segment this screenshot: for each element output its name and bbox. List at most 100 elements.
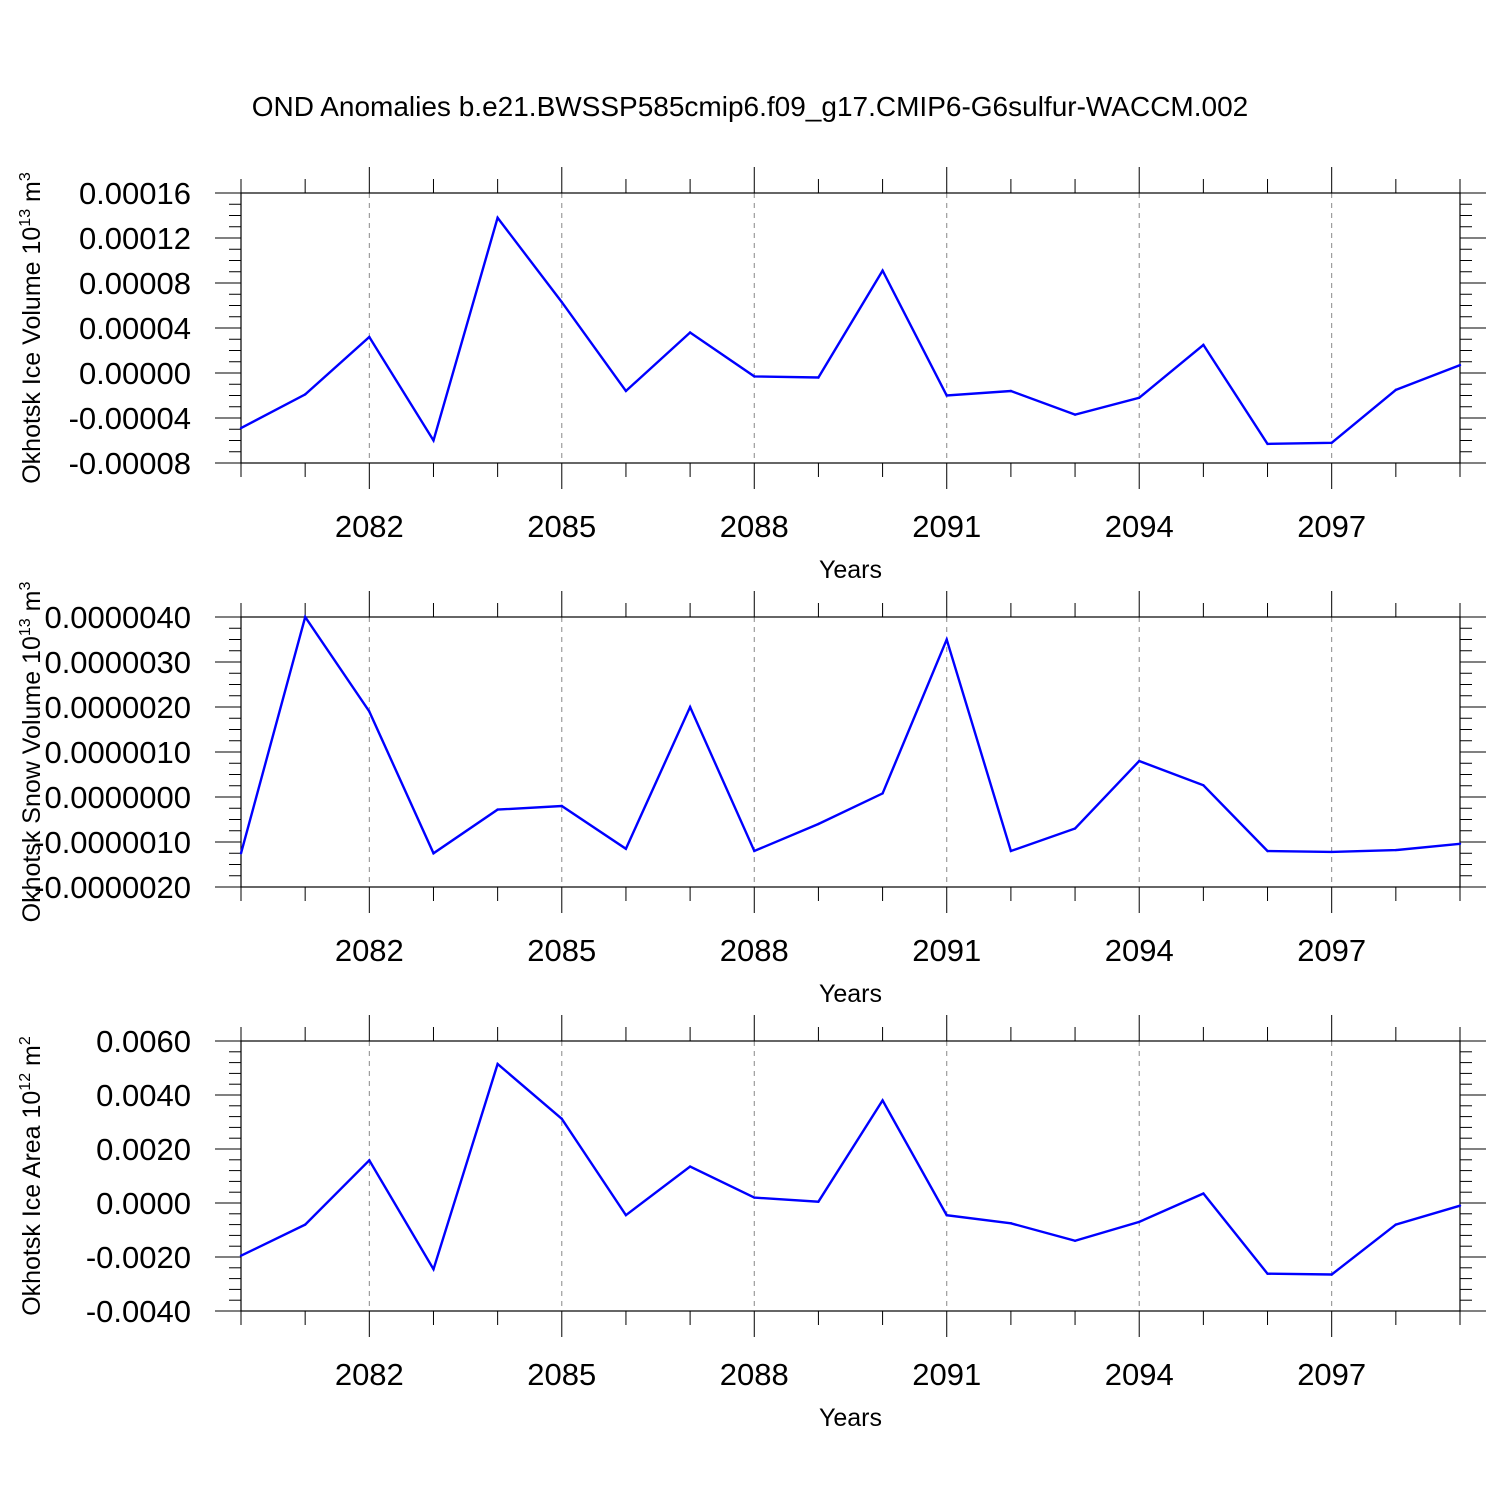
data-point	[1330, 1273, 1333, 1276]
data-point	[753, 849, 756, 853]
data-point	[688, 705, 692, 709]
data-point	[1073, 827, 1077, 830]
panel-1: 0.00016 0.00012 0.00008 0.00004 0.00000 -0.00…	[17, 167, 1486, 584]
y-axis-label: Okhotsk Ice Volume 1013 m3	[17, 172, 46, 484]
data-point	[496, 808, 499, 811]
x-tick-label: 2085	[527, 509, 596, 544]
data-point	[881, 1099, 884, 1102]
y-tick-label: 0.0020	[96, 1132, 191, 1167]
data-point	[1266, 442, 1269, 446]
series-line	[240, 1061, 1461, 1276]
data-point	[1394, 388, 1398, 392]
x-tick-label: 2097	[1297, 933, 1366, 968]
y-axis-label: Okhotsk Ice Area 1012 m2	[17, 1036, 46, 1316]
x-tick-label: 2091	[912, 509, 981, 544]
series-line	[239, 614, 1461, 856]
panels: 0.00016 0.00012 0.00008 0.00004 0.00000 -0.00…	[17, 167, 1486, 1432]
data-point	[1458, 1204, 1462, 1207]
data-point	[753, 1196, 756, 1199]
data-point	[496, 1062, 499, 1066]
data-point	[432, 439, 435, 442]
x-axis-label: Years	[819, 556, 882, 584]
plot-frame	[240, 192, 1461, 464]
x-tick-label: 2085	[527, 1357, 596, 1392]
data-point	[1266, 1272, 1269, 1275]
data-point	[688, 1165, 692, 1168]
data-point	[881, 269, 884, 272]
y-tick-label: -0.00004	[69, 401, 191, 436]
data-point	[1202, 1192, 1205, 1195]
y-tick-label: 0.0000020	[44, 690, 191, 725]
y-tick-label: 0.00008	[79, 266, 191, 301]
data-point	[624, 389, 628, 393]
y-tick-label: 0.0000	[96, 1186, 191, 1221]
x-tick-label: 2082	[335, 1357, 404, 1392]
x-tick-label: 2097	[1297, 1357, 1366, 1392]
data-point	[1202, 784, 1205, 787]
data-point	[881, 792, 884, 795]
y-tick-label: 0.0000040	[44, 600, 191, 635]
y-tick-label: 0.0000030	[44, 645, 191, 680]
y-tick-label: 0.00004	[79, 311, 191, 346]
data-point	[1009, 389, 1013, 393]
data-point	[560, 804, 563, 808]
y-tick-label: -0.0000020	[34, 870, 191, 905]
x-tick-label: 2088	[720, 933, 789, 968]
panel-2: 0.0000040 0.0000030 0.0000020 0.0000010 0.00…	[17, 582, 1486, 1008]
data-point	[688, 331, 692, 334]
data-point	[753, 375, 756, 378]
data-point	[1202, 343, 1205, 347]
data-point	[1073, 413, 1077, 416]
data-point	[1330, 850, 1333, 854]
data-point	[560, 1117, 563, 1120]
x-tick-label: 2088	[720, 1357, 789, 1392]
data-point	[496, 216, 499, 219]
data-point	[303, 615, 307, 619]
series-line	[240, 215, 1461, 446]
data-point	[368, 335, 371, 339]
data-point	[624, 1213, 628, 1217]
y-tick-label: -0.0020	[86, 1240, 191, 1275]
y-tick-label: 0.00012	[79, 221, 191, 256]
data-point	[817, 376, 820, 379]
data-point	[1394, 1223, 1398, 1226]
x-tick-label: 2094	[1105, 509, 1174, 544]
data-point	[1073, 1239, 1077, 1243]
data-point	[1330, 441, 1333, 444]
data-point	[817, 1200, 820, 1203]
plot-frame	[240, 616, 1461, 888]
data-point	[560, 300, 563, 304]
data-point	[1138, 1220, 1141, 1224]
data-point	[624, 847, 628, 850]
x-axis-label: Years	[819, 980, 882, 1008]
data-point	[1009, 1222, 1013, 1225]
y-tick-label: 0.00016	[79, 176, 191, 211]
data-point	[1266, 849, 1269, 853]
y-tick-label: 0.0000010	[44, 735, 191, 770]
y-tick-label: 0.0000000	[44, 780, 191, 815]
x-tick-label: 2094	[1105, 1357, 1174, 1392]
data-point	[817, 822, 820, 826]
data-point	[303, 393, 307, 396]
x-tick-label: 2082	[335, 933, 404, 968]
panel-3: 0.0060 0.0040 0.0020 0.0000 -0.0020 -0.0040 20…	[17, 1015, 1486, 1432]
data-point	[239, 852, 243, 855]
x-tick-label: 2097	[1297, 509, 1366, 544]
y-tick-label: 0.0040	[96, 1078, 191, 1113]
data-point	[1394, 848, 1398, 852]
y-tick-label: 0.00000	[79, 356, 191, 391]
data-point	[1138, 759, 1141, 763]
plot-frame	[240, 1040, 1461, 1312]
data-point	[368, 710, 371, 713]
data-point	[1138, 396, 1141, 399]
data-point	[1458, 363, 1462, 367]
y-tick-label: -0.00008	[69, 446, 191, 481]
data-point	[239, 1254, 243, 1257]
x-tick-label: 2094	[1105, 933, 1174, 968]
data-point	[432, 1267, 435, 1271]
data-point	[432, 852, 435, 855]
data-point	[945, 1213, 948, 1217]
y-axis-label: Okhotsk Snow Volume 1013 m3	[17, 582, 46, 923]
x-tick-label: 2082	[335, 509, 404, 544]
